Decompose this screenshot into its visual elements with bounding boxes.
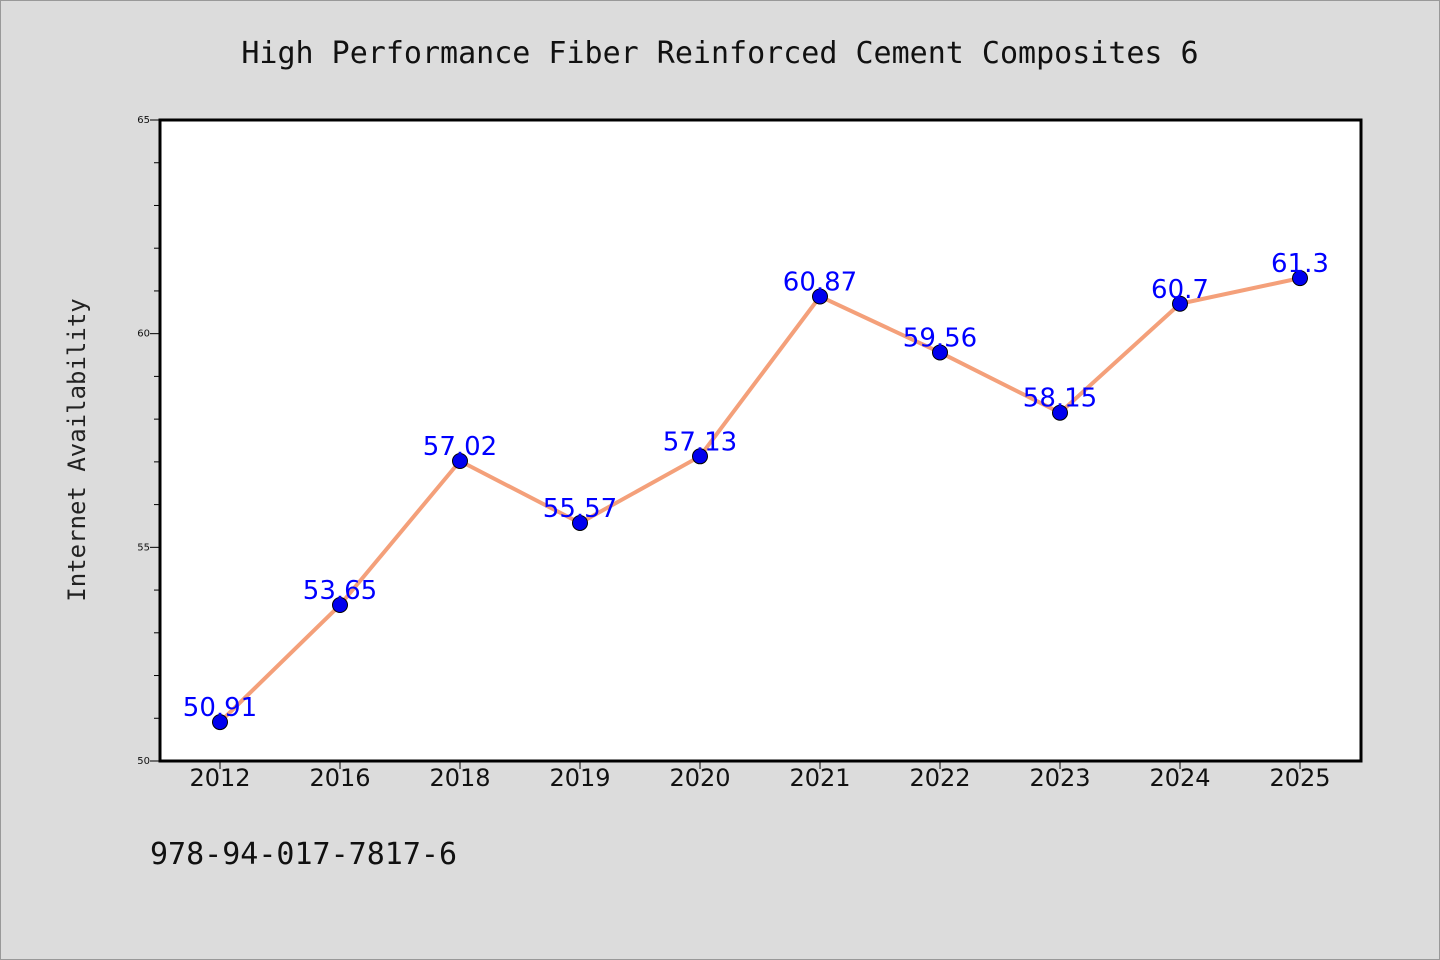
data-label: 59.56 xyxy=(903,323,977,353)
y-tick-label: 55 xyxy=(137,542,150,553)
x-tick-label: 2020 xyxy=(669,764,730,792)
x-tick-label: 2025 xyxy=(1269,764,1330,792)
data-point xyxy=(452,453,468,470)
x-tick-label: 2024 xyxy=(1149,764,1210,792)
y-tick-label: 60 xyxy=(137,329,150,340)
series-line xyxy=(218,276,1302,725)
x-tick-label: 2021 xyxy=(789,764,850,792)
x-tick-label: 2012 xyxy=(189,764,250,792)
data-label: 61.3 xyxy=(1271,249,1329,279)
x-tick-label: 2019 xyxy=(549,764,610,792)
data-point xyxy=(692,448,708,465)
data-label: 55.57 xyxy=(543,494,617,524)
data-point xyxy=(1052,404,1068,421)
series-group: 50.91 53.65 57.02 55.57 57.13 60.87 59.56 58.15… xyxy=(183,249,1329,731)
data-label: 50.91 xyxy=(183,693,257,723)
x-axis: 2012 2016 2018 2019 2020 2021 2022 2023 2024 2025 xyxy=(189,761,1331,792)
data-point xyxy=(932,344,948,361)
data-label: 58.15 xyxy=(1023,384,1097,414)
y-tick-label: 50 xyxy=(137,756,150,767)
y-axis-label: Internet Availability xyxy=(63,298,91,601)
data-label: 60.87 xyxy=(783,267,857,297)
data-label: 53.65 xyxy=(303,576,377,606)
data-point xyxy=(572,514,588,531)
plot-area xyxy=(158,118,1363,763)
x-tick-label: 2023 xyxy=(1029,764,1090,792)
data-point xyxy=(812,288,828,305)
y-axis: 50 55 60 65 xyxy=(137,115,160,767)
chart-title: High Performance Fiber Reinforced Cement… xyxy=(241,36,1198,71)
data-label: 57.13 xyxy=(663,427,737,457)
x-tick-label: 2016 xyxy=(309,764,370,792)
x-tick-label: 2022 xyxy=(909,764,970,792)
data-label: 60.7 xyxy=(1151,275,1209,305)
isbn-text: 978-94-017-7817-6 xyxy=(150,837,457,872)
data-point xyxy=(332,597,348,614)
y-tick-label: 65 xyxy=(137,115,150,126)
x-tick-label: 2018 xyxy=(429,764,490,792)
data-point xyxy=(1292,270,1308,287)
data-point xyxy=(212,714,228,731)
data-label: 57.02 xyxy=(423,432,497,462)
data-point xyxy=(1172,295,1188,312)
